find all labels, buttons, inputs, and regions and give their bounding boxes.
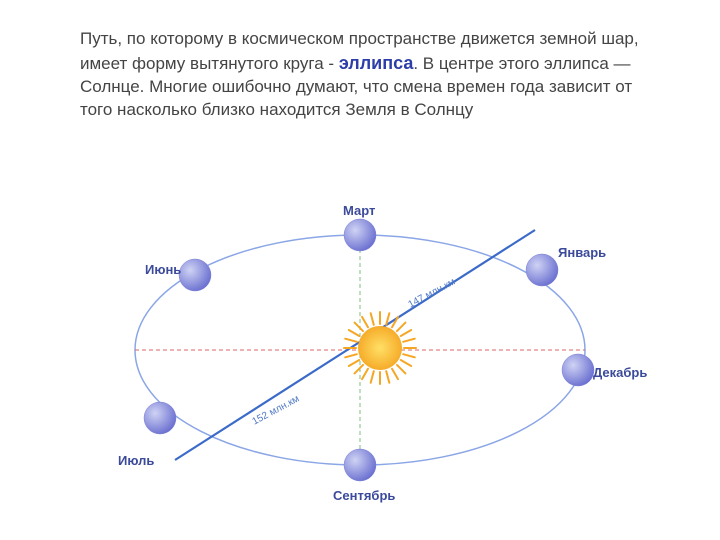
label-july: Июль [118, 453, 154, 468]
orbit-svg [100, 170, 620, 520]
label-january: Январь [558, 245, 606, 260]
planet-january [526, 254, 558, 286]
label-march: Март [343, 203, 375, 218]
planet-september [344, 449, 376, 481]
label-june: Июнь [145, 262, 181, 277]
intro-paragraph: Путь, по которому в космическом простран… [80, 28, 645, 122]
para-highlight: эллипса [339, 53, 414, 73]
planet-december [562, 354, 594, 386]
label-september: Сентябрь [333, 488, 395, 503]
label-december: Декабрь [593, 365, 647, 380]
planet-july [144, 402, 176, 434]
planet-june [179, 259, 211, 291]
planet-march [344, 219, 376, 251]
orbit-diagram: Март Июнь Июль Сентябрь Декабрь Январь 1… [100, 170, 620, 520]
